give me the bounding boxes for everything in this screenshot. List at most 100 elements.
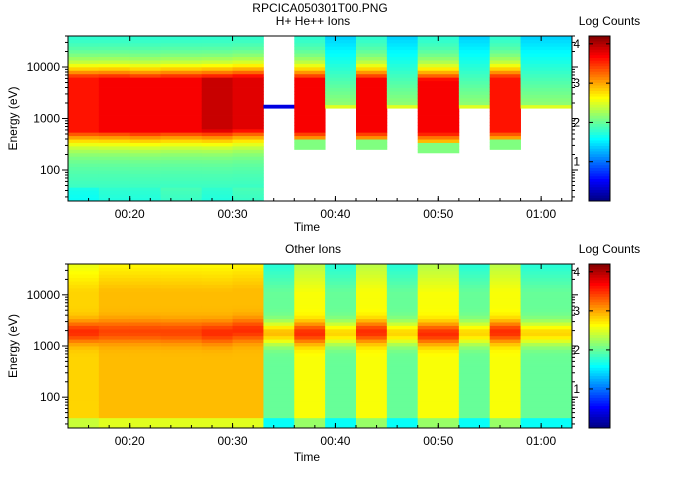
heat-cell (458, 407, 491, 412)
heat-cell (232, 424, 264, 429)
heat-cell (458, 410, 491, 415)
heat-cell (417, 380, 460, 384)
heat-cell (417, 77, 460, 82)
heat-cell (489, 128, 521, 133)
heat-cell (68, 315, 100, 320)
heat-cell (160, 49, 203, 54)
heat-cell (458, 73, 491, 78)
heat-cell (489, 328, 521, 333)
heat-cell (458, 60, 491, 64)
heat-cell (263, 417, 295, 422)
heat-cell (129, 139, 161, 143)
heat-cell (294, 94, 326, 99)
heat-cell (325, 104, 357, 109)
heat-cell (160, 108, 203, 113)
heat-cell (294, 373, 326, 378)
heat-cell (98, 339, 131, 343)
heat-cell (458, 332, 491, 337)
heat-cell (232, 49, 264, 54)
heat-cell (294, 390, 326, 395)
heat-cell (489, 414, 521, 419)
heat-cell (201, 176, 233, 181)
heat-cell (520, 97, 573, 102)
heat-cell (386, 291, 419, 296)
heat-cell (98, 56, 131, 61)
heat-cell (458, 417, 491, 422)
heat-cell (201, 322, 233, 326)
heat-cell (294, 404, 326, 408)
colorbar-cell (589, 291, 610, 295)
heat-cell (98, 53, 131, 58)
heat-cell (232, 70, 264, 75)
heat-cell (160, 39, 203, 44)
heat-cell (129, 66, 161, 71)
x-tick-label: 00:50 (423, 207, 453, 221)
heat-cell (458, 36, 491, 40)
heat-cell (294, 87, 326, 92)
heat-cell (68, 270, 100, 275)
heat-cell (129, 366, 161, 371)
heat-cell (98, 94, 131, 99)
heat-cell (417, 128, 460, 133)
heat-cell (160, 356, 203, 361)
heat-cell (160, 94, 203, 99)
heat-cell (356, 397, 388, 402)
heat-cell (356, 270, 388, 275)
heat-cell (201, 404, 233, 408)
heat-cell (356, 284, 388, 289)
heat-cell (356, 63, 388, 68)
colorbar-tick-label: 1 (573, 155, 580, 169)
heat-cell (417, 325, 460, 330)
heat-cell (458, 39, 491, 44)
heat-cell (68, 170, 100, 174)
panel-other-ions: 00:20 00:30 00:40 00:50 01:00 100 1000 10000 Oth… (6, 242, 640, 464)
heat-cell (201, 132, 233, 137)
heat-cell (232, 387, 264, 391)
heat-cell (294, 424, 326, 429)
heat-cell (201, 101, 233, 106)
heat-cell (98, 39, 131, 44)
colorbar-cell (589, 370, 610, 374)
heat-cell (294, 70, 326, 75)
heat-cell (356, 400, 388, 405)
heat-cell (489, 87, 521, 92)
heat-cell (520, 390, 573, 395)
heat-cell (232, 322, 264, 326)
heat-cell (325, 397, 357, 402)
heat-cell (458, 91, 491, 95)
heat-cell (417, 308, 460, 313)
heat-cell (160, 294, 203, 299)
heat-cell (129, 87, 161, 92)
heat-cell (98, 407, 131, 412)
heat-cell (129, 287, 161, 292)
heat-cell (386, 380, 419, 384)
heat-cell (294, 60, 326, 64)
heat-cell (129, 328, 161, 333)
heat-cell (160, 352, 203, 357)
heat-cell (356, 387, 388, 391)
colorbar-cell (589, 337, 610, 342)
heat-cell (458, 291, 491, 296)
heat-cell (160, 66, 203, 71)
heat-cell (201, 301, 233, 306)
heat-cell (294, 393, 326, 398)
heat-cell (68, 294, 100, 299)
heat-cell (263, 359, 295, 364)
heat-cell (386, 414, 419, 419)
heat-cell (520, 342, 573, 347)
heat-cell (201, 97, 233, 102)
heat-cell (232, 173, 264, 178)
heat-cell (386, 387, 419, 391)
heat-cell (520, 63, 573, 68)
heat-cell (520, 346, 573, 350)
heat-cell (160, 369, 203, 374)
heat-cell (129, 163, 161, 168)
heat-cell (417, 291, 460, 296)
heat-cell (201, 305, 233, 309)
colorbar-cell (589, 137, 610, 141)
heat-cell (232, 342, 264, 347)
heat-cell (98, 97, 131, 102)
heat-cell (417, 363, 460, 367)
heat-cell (68, 387, 100, 391)
colorbar-cell (589, 356, 610, 361)
